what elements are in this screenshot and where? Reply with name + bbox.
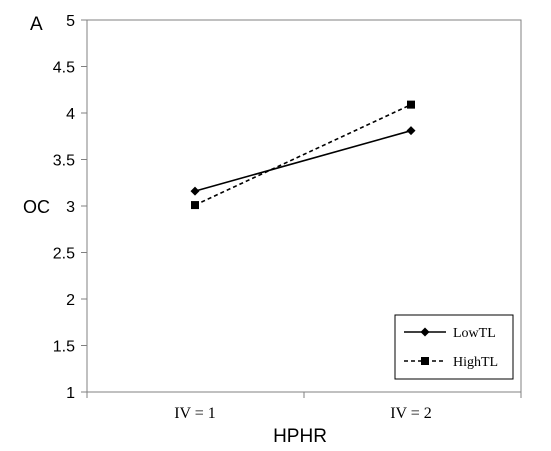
- panel-label: A: [30, 14, 43, 35]
- y-tick-label: 5: [66, 13, 75, 30]
- y-tick-label: 2: [66, 292, 75, 309]
- legend-label-lowtl: LowTL: [453, 326, 496, 341]
- data-point-lowtl: [190, 186, 200, 196]
- data-point-lowtl: [406, 126, 416, 136]
- plot-area: 1 1.5 2 2.5 3 3.5 4 4.5 5 IV = 1 IV = 2 LowTL HighTL: [53, 13, 522, 422]
- legend-label-hightl: HighTL: [453, 355, 498, 370]
- y-tick-label: 4.5: [53, 60, 75, 77]
- data-point-hightl: [191, 201, 199, 210]
- x-tick-label: IV = 2: [390, 405, 432, 422]
- x-axis-label: HPHR: [273, 426, 327, 447]
- series-line-lowtl: [194, 129, 412, 192]
- legend: [394, 314, 514, 380]
- y-tick-label: 1.5: [53, 339, 75, 356]
- y-tick-label: 4: [66, 106, 75, 123]
- y-tick-label: 2.5: [53, 246, 75, 263]
- legend-marker-hightl: [421, 357, 429, 365]
- y-tick-label: 1: [66, 385, 75, 402]
- data-point-hightl: [407, 100, 415, 109]
- y-axis-label: OC: [23, 197, 50, 217]
- series-line-hightl: [194, 103, 412, 206]
- y-tick-label: 3.5: [53, 153, 75, 170]
- legend-marker-lowtl: [420, 327, 430, 337]
- x-tick-label: IV = 1: [174, 405, 216, 422]
- y-tick-label: 3: [66, 199, 75, 216]
